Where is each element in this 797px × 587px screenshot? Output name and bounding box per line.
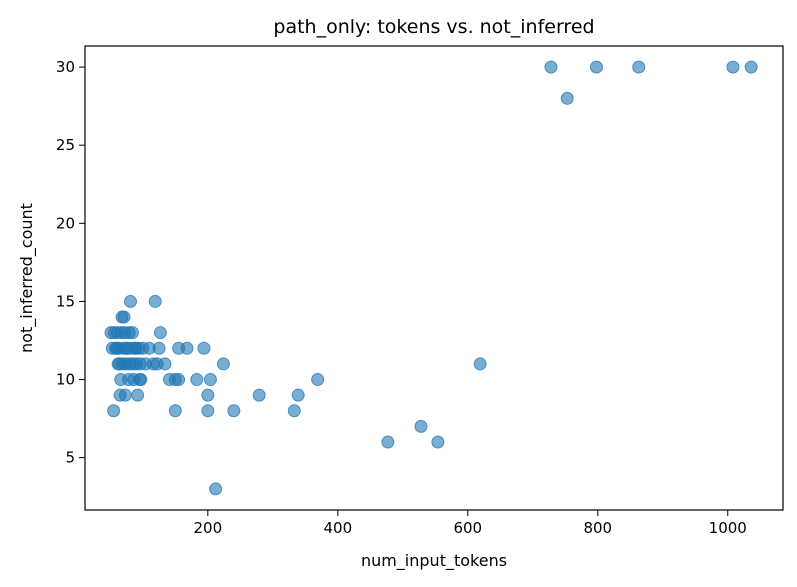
data-point (473, 357, 487, 371)
data-point (113, 388, 127, 402)
data-point (197, 341, 211, 355)
chart-title: path_only: tokens vs. not_inferred (273, 16, 594, 38)
data-point (201, 388, 215, 402)
data-point (381, 435, 395, 449)
data-point (311, 373, 325, 387)
data-point (168, 404, 182, 418)
y-axis-label: not_inferred_count (17, 203, 37, 353)
y-tick-label: 10 (56, 371, 75, 389)
data-point (129, 341, 143, 355)
plot-frame (84, 45, 784, 511)
data-point (190, 373, 204, 387)
data-point (123, 294, 137, 308)
x-axis-label: num_input_tokens (361, 551, 507, 571)
data-point (216, 357, 230, 371)
y-tick-label: 30 (56, 58, 75, 76)
data-point (114, 373, 128, 387)
data-point (252, 388, 266, 402)
data-point (209, 482, 223, 496)
data-point (115, 310, 129, 324)
data-point (431, 435, 445, 449)
y-tick-label: 15 (56, 292, 75, 310)
data-point (131, 388, 145, 402)
data-point (560, 91, 574, 105)
data-point (104, 326, 118, 340)
data-point (111, 357, 125, 371)
data-point (172, 341, 186, 355)
y-tick-label: 5 (65, 449, 75, 467)
x-tick-label: 400 (323, 519, 352, 537)
data-point (589, 60, 603, 74)
data-point (744, 60, 758, 74)
axes-layer: 200 400 600 800 1000 5 10 15 20 25 30 (56, 58, 747, 537)
data-point (148, 294, 162, 308)
data-point (227, 404, 241, 418)
data-point (162, 373, 176, 387)
data-point (726, 60, 740, 74)
data-point (414, 419, 428, 433)
data-point (291, 388, 305, 402)
data-point (122, 326, 136, 340)
data-point (287, 404, 301, 418)
x-tick-label: 1000 (709, 519, 747, 537)
data-point (203, 373, 217, 387)
data-point (126, 357, 140, 371)
data-point (133, 373, 147, 387)
data-point (153, 326, 167, 340)
x-tick-label: 800 (583, 519, 612, 537)
y-tick-label: 20 (56, 214, 75, 232)
x-tick-label: 200 (194, 519, 223, 537)
data-point (544, 60, 558, 74)
points-layer (104, 60, 758, 496)
y-tick-label: 25 (56, 136, 75, 154)
data-point (632, 60, 646, 74)
data-point (105, 341, 119, 355)
data-point (201, 404, 215, 418)
data-point (107, 404, 121, 418)
x-tick-label: 600 (453, 519, 482, 537)
